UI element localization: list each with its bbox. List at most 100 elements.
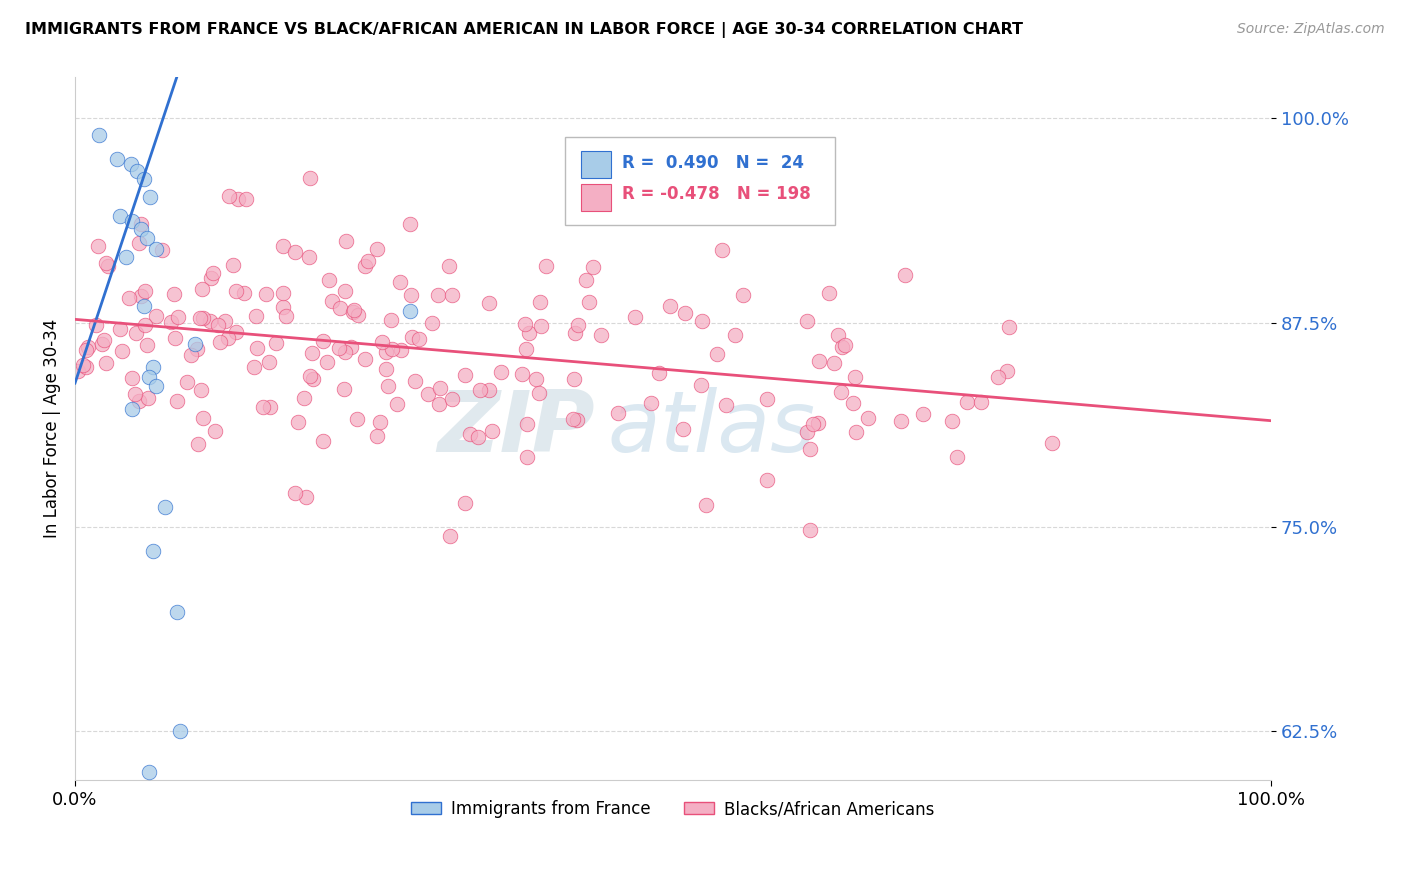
Point [246,341,269,355]
Point [624,310,647,325]
Point [340,340,363,354]
Point [830,384,852,399]
Point [408,332,430,346]
Point [138,369,160,384]
Point [121,214,143,228]
Point [276,309,298,323]
Point [287,416,309,430]
Point [427,288,450,302]
Point [91,337,114,351]
Point [714,398,737,412]
Point [842,395,865,409]
Point [998,319,1021,334]
Point [150,243,173,257]
Point [284,486,307,500]
Point [138,765,160,780]
Point [145,310,167,324]
Point [316,355,339,369]
Point [420,316,443,330]
Point [733,287,755,301]
Point [97,259,120,273]
Point [640,396,662,410]
Point [221,258,243,272]
Point [1040,436,1063,450]
Point [318,272,340,286]
Point [214,314,236,328]
Point [301,346,323,360]
FancyBboxPatch shape [581,152,610,178]
Point [824,356,846,370]
Point [564,372,586,386]
Point [131,289,153,303]
Point [312,434,335,448]
Point [271,286,294,301]
Point [166,394,188,409]
Point [453,368,475,382]
Point [607,406,630,420]
Point [228,192,250,206]
Point [271,300,294,314]
Point [329,301,352,315]
Point [142,544,165,558]
Point [342,305,364,319]
Point [257,355,280,369]
Point [458,427,481,442]
Point [200,271,222,285]
Point [298,368,321,383]
Point [271,239,294,253]
Point [831,340,853,354]
Point [377,379,399,393]
Point [128,235,150,250]
Point [124,387,146,401]
Point [129,222,152,236]
Point [526,371,548,385]
Point [366,242,388,256]
Point [381,342,404,356]
Point [183,337,205,351]
Point [217,331,239,345]
Point [969,395,991,409]
Point [516,450,538,464]
Point [468,383,491,397]
Point [128,393,150,408]
Point [439,529,461,543]
Point [796,314,818,328]
Point [72,358,94,372]
Point [135,230,157,244]
Point [335,284,357,298]
Point [673,306,696,320]
Point [801,417,824,431]
Point [188,311,211,326]
Point [845,425,868,440]
Point [695,498,717,512]
Point [437,259,460,273]
Point [375,345,398,359]
Point [755,473,778,487]
Point [121,371,143,385]
Point [118,291,141,305]
Point [225,325,247,339]
Point [354,352,377,367]
Point [96,256,118,270]
Point [427,397,450,411]
Point [529,385,551,400]
Point [648,366,671,380]
FancyBboxPatch shape [581,185,610,211]
Point [467,429,489,443]
Point [517,326,540,340]
Point [298,250,321,264]
Point [328,341,350,355]
Point [856,411,879,425]
Point [510,367,533,381]
Text: IMMIGRANTS FROM FRANCE VS BLACK/AFRICAN AMERICAN IN LABOR FORCE | AGE 30-34 CORR: IMMIGRANTS FROM FRANCE VS BLACK/AFRICAN … [25,22,1024,38]
Point [169,724,191,739]
Point [389,275,412,289]
Point [186,343,208,357]
Point [755,392,778,406]
Y-axis label: In Labor Force | Age 30-34: In Labor Force | Age 30-34 [44,319,60,539]
Text: R =  0.490   N =  24: R = 0.490 N = 24 [621,154,804,172]
Point [139,190,162,204]
Point [93,334,115,348]
Point [252,400,274,414]
Point [105,152,128,166]
